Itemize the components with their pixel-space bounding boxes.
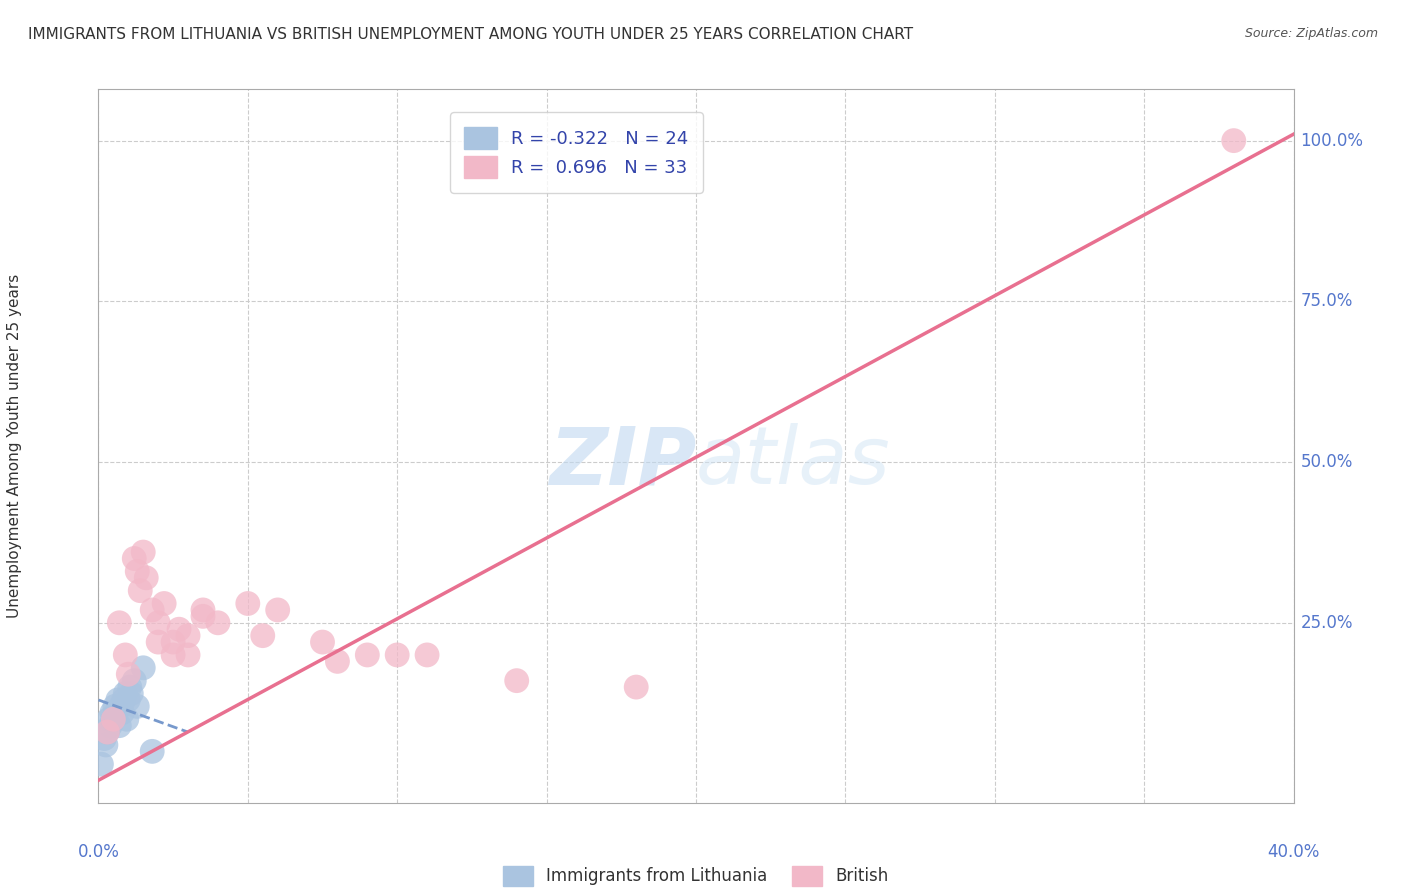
Point bbox=[153, 597, 176, 611]
Point bbox=[191, 609, 214, 624]
Legend: Immigrants from Lithuania, British: Immigrants from Lithuania, British bbox=[495, 857, 897, 892]
Point bbox=[117, 693, 139, 707]
Point bbox=[132, 661, 155, 675]
Point bbox=[236, 597, 259, 611]
Point bbox=[98, 719, 122, 733]
Point bbox=[141, 603, 163, 617]
Point bbox=[356, 648, 378, 662]
Point bbox=[311, 635, 333, 649]
Point bbox=[120, 686, 142, 700]
Point bbox=[104, 699, 127, 714]
Point bbox=[252, 629, 274, 643]
Point bbox=[1222, 134, 1246, 148]
Point bbox=[93, 731, 115, 746]
Point bbox=[111, 706, 134, 720]
Point bbox=[141, 744, 163, 758]
Point bbox=[148, 635, 170, 649]
Text: 0.0%: 0.0% bbox=[77, 843, 120, 861]
Point bbox=[132, 545, 155, 559]
Point bbox=[148, 615, 170, 630]
Point bbox=[177, 648, 200, 662]
Point bbox=[108, 615, 131, 630]
Point bbox=[267, 603, 290, 617]
Point bbox=[115, 712, 138, 726]
Point bbox=[124, 551, 146, 566]
Text: 40.0%: 40.0% bbox=[1267, 843, 1320, 861]
Point bbox=[94, 738, 117, 752]
Point bbox=[177, 629, 200, 643]
Point bbox=[117, 667, 139, 681]
Text: IMMIGRANTS FROM LITHUANIA VS BRITISH UNEMPLOYMENT AMONG YOUTH UNDER 25 YEARS COR: IMMIGRANTS FROM LITHUANIA VS BRITISH UNE… bbox=[28, 27, 914, 42]
Text: 25.0%: 25.0% bbox=[1301, 614, 1353, 632]
Text: 75.0%: 75.0% bbox=[1301, 293, 1353, 310]
Point bbox=[624, 680, 647, 694]
Point bbox=[97, 712, 120, 726]
Point bbox=[118, 680, 141, 694]
Point bbox=[107, 693, 129, 707]
Point bbox=[90, 757, 112, 772]
Text: atlas: atlas bbox=[696, 423, 891, 501]
Point bbox=[101, 706, 124, 720]
Point bbox=[110, 699, 132, 714]
Point bbox=[114, 648, 136, 662]
Point bbox=[108, 719, 131, 733]
Point bbox=[103, 712, 125, 726]
Point bbox=[207, 615, 229, 630]
Point bbox=[416, 648, 439, 662]
Point bbox=[96, 725, 118, 739]
Point bbox=[103, 712, 125, 726]
Point bbox=[124, 673, 146, 688]
Point bbox=[105, 706, 128, 720]
Text: ZIP: ZIP bbox=[548, 423, 696, 501]
Point bbox=[114, 686, 136, 700]
Point bbox=[129, 583, 152, 598]
Text: 100.0%: 100.0% bbox=[1301, 132, 1364, 150]
Point bbox=[162, 635, 184, 649]
Point bbox=[385, 648, 409, 662]
Point bbox=[127, 565, 149, 579]
Point bbox=[191, 603, 214, 617]
Point bbox=[326, 654, 349, 668]
Point bbox=[135, 571, 157, 585]
Text: 50.0%: 50.0% bbox=[1301, 453, 1353, 471]
Text: Source: ZipAtlas.com: Source: ZipAtlas.com bbox=[1244, 27, 1378, 40]
Point bbox=[96, 725, 118, 739]
Text: Unemployment Among Youth under 25 years: Unemployment Among Youth under 25 years bbox=[7, 274, 21, 618]
Point bbox=[127, 699, 149, 714]
Point bbox=[167, 622, 190, 636]
Point bbox=[112, 693, 135, 707]
Point bbox=[506, 673, 529, 688]
Point bbox=[162, 648, 184, 662]
